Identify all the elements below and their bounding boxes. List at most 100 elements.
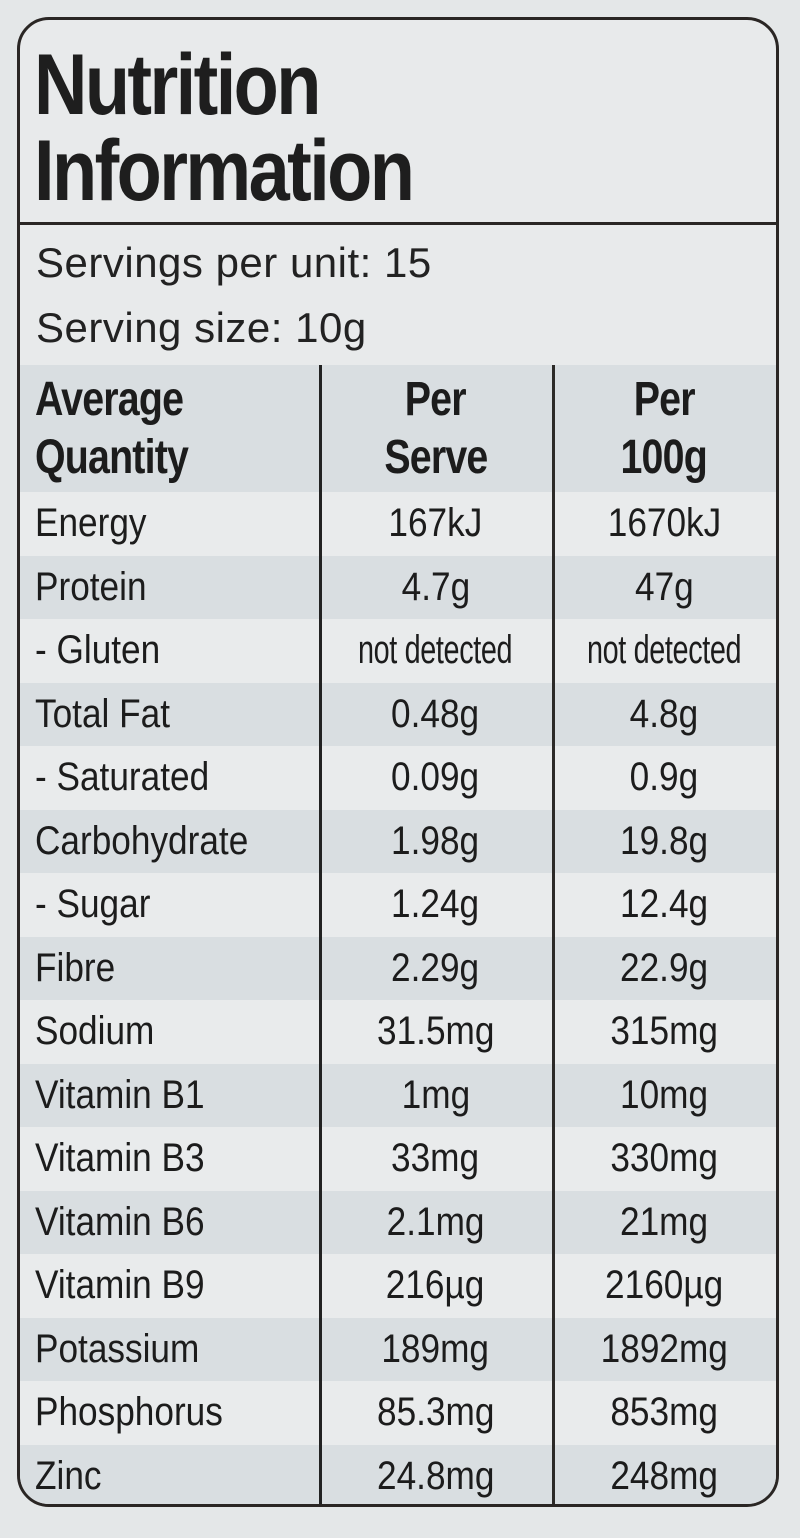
title-block: Nutrition Information bbox=[20, 20, 776, 225]
nutrient-name-text: Zinc bbox=[35, 1453, 102, 1498]
servings-per-unit: Servings per unit: 15 bbox=[36, 239, 432, 286]
per-100g-text: 853mg bbox=[610, 1390, 718, 1435]
serving-size: Serving size: 10g bbox=[36, 304, 367, 351]
nutrient-name-text: Vitamin B1 bbox=[35, 1072, 205, 1117]
per-100g-value: 330mg bbox=[552, 1127, 776, 1191]
header-per-100g: Per 100g bbox=[552, 365, 776, 492]
per-serve-value: 216µg bbox=[319, 1254, 552, 1318]
per-serve-value: 1.24g bbox=[319, 873, 552, 937]
nutrient-name: Fibre bbox=[20, 937, 319, 1001]
per-serve-value: 189mg bbox=[319, 1318, 552, 1382]
per-serve-text: 216µg bbox=[386, 1263, 485, 1308]
per-serve-value: 0.48g bbox=[319, 683, 552, 747]
nutrient-name: Carbohydrate bbox=[20, 810, 319, 874]
nutrition-information-panel: Nutrition Information Servings per unit:… bbox=[17, 17, 779, 1507]
nutrient-name: Vitamin B3 bbox=[20, 1127, 319, 1191]
table-row: Protein 4.7g 47g bbox=[20, 555, 776, 620]
per-serve-value: 0.09g bbox=[319, 746, 552, 810]
per-100g-text: 330mg bbox=[610, 1136, 718, 1181]
nutrient-name: Zinc bbox=[20, 1445, 319, 1505]
nutrient-name: Energy bbox=[20, 492, 319, 556]
header-text: Per bbox=[633, 372, 695, 426]
table-row: Vitamin B3 33mg 330mg bbox=[20, 1127, 776, 1191]
per-100g-text: 19.8g bbox=[619, 818, 709, 863]
table-row: Vitamin B1 1mg 10mg bbox=[20, 1063, 776, 1128]
per-serve-text: 0.09g bbox=[391, 755, 480, 800]
nutrient-name: Potassium bbox=[20, 1318, 319, 1382]
nutrient-name: - Saturated bbox=[20, 746, 319, 810]
per-100g-value: 21mg bbox=[552, 1191, 776, 1255]
per-100g-text: 21mg bbox=[619, 1199, 709, 1244]
nutrient-name-text: Energy bbox=[35, 501, 147, 546]
nutrient-name: - Gluten bbox=[20, 619, 319, 683]
nutrient-name: - Sugar bbox=[20, 873, 319, 937]
per-100g-value: 22.9g bbox=[552, 937, 776, 1001]
per-serve-value: 2.1mg bbox=[319, 1191, 552, 1255]
per-serve-value: 24.8mg bbox=[319, 1445, 552, 1505]
per-100g-text: 22.9g bbox=[619, 945, 709, 990]
nutrient-name-text: Carbohydrate bbox=[35, 818, 249, 863]
per-100g-text: 10mg bbox=[619, 1072, 709, 1117]
table-row: Vitamin B6 2.1mg 21mg bbox=[20, 1190, 776, 1255]
nutrient-name: Vitamin B9 bbox=[20, 1254, 319, 1318]
table-header-row: Average Quantity Per Serve Per 100g bbox=[20, 365, 776, 492]
table-row: Zinc 24.8mg 248mg bbox=[20, 1444, 776, 1505]
per-100g-value: 2160µg bbox=[552, 1254, 776, 1318]
table-row: Total Fat 0.48g 4.8g bbox=[20, 682, 776, 747]
nutrient-name-text: Vitamin B3 bbox=[35, 1136, 205, 1181]
nutrient-name: Vitamin B1 bbox=[20, 1064, 319, 1128]
header-text: Serve bbox=[383, 430, 488, 484]
per-serve-value: 167kJ bbox=[319, 492, 552, 556]
per-100g-value: 1892mg bbox=[552, 1318, 776, 1382]
nutrition-table: Average Quantity Per Serve Per 100g Ener… bbox=[20, 365, 776, 1505]
header-text: 100g bbox=[620, 430, 708, 484]
table-row: Fibre 2.29g 22.9g bbox=[20, 936, 776, 1001]
per-100g-value: not detected bbox=[552, 619, 776, 683]
per-serve-text: 0.48g bbox=[391, 691, 480, 736]
table-row: Phosphorus 85.3mg 853mg bbox=[20, 1381, 776, 1445]
per-serve-text: 2.29g bbox=[391, 945, 480, 990]
nutrient-name-text: - Sugar bbox=[35, 882, 151, 927]
per-serve-text: 24.8mg bbox=[376, 1453, 495, 1498]
nutrient-name-text: - Gluten bbox=[35, 628, 161, 673]
per-serve-text: 167kJ bbox=[388, 501, 483, 546]
per-100g-text: 2160µg bbox=[604, 1263, 724, 1308]
per-100g-text: 0.9g bbox=[629, 755, 699, 800]
per-100g-value: 10mg bbox=[552, 1064, 776, 1128]
table-row: - Sugar 1.24g 12.4g bbox=[20, 873, 776, 937]
nutrient-name: Protein bbox=[20, 556, 319, 620]
nutrient-name-text: Total Fat bbox=[35, 691, 170, 736]
nutrient-name-text: Vitamin B9 bbox=[35, 1263, 205, 1308]
nutrient-name-text: Phosphorus bbox=[35, 1390, 223, 1435]
nutrient-name-text: Protein bbox=[35, 564, 147, 609]
header-text: Per bbox=[404, 372, 467, 426]
per-serve-text: 189mg bbox=[381, 1326, 490, 1371]
header-text: Average bbox=[35, 372, 184, 426]
per-100g-text: not detected bbox=[586, 628, 742, 673]
per-100g-value: 0.9g bbox=[552, 746, 776, 810]
table-row: Potassium 189mg 1892mg bbox=[20, 1317, 776, 1382]
per-serve-text: 33mg bbox=[391, 1136, 480, 1181]
per-100g-text: 1670kJ bbox=[607, 501, 721, 546]
per-100g-text: 315mg bbox=[610, 1009, 718, 1054]
nutrient-name: Sodium bbox=[20, 1000, 319, 1064]
per-100g-value: 315mg bbox=[552, 1000, 776, 1064]
per-100g-text: 4.8g bbox=[629, 691, 699, 736]
per-serve-text: not detected bbox=[358, 628, 513, 673]
per-serve-value: 31.5mg bbox=[319, 1000, 552, 1064]
table-row: Vitamin B9 216µg 2160µg bbox=[20, 1254, 776, 1318]
per-serve-text: 1.24g bbox=[391, 882, 480, 927]
per-100g-value: 853mg bbox=[552, 1381, 776, 1445]
nutrient-name-text: Potassium bbox=[35, 1326, 200, 1371]
per-serve-text: 4.7g bbox=[401, 564, 470, 609]
per-100g-value: 19.8g bbox=[552, 810, 776, 874]
per-100g-text: 1892mg bbox=[600, 1326, 728, 1371]
per-100g-value: 4.8g bbox=[552, 683, 776, 747]
column-divider-2 bbox=[552, 365, 555, 1504]
table-row: - Saturated 0.09g 0.9g bbox=[20, 746, 776, 810]
nutrient-name-text: Vitamin B6 bbox=[35, 1199, 205, 1244]
per-100g-text: 47g bbox=[634, 564, 694, 609]
per-100g-value: 248mg bbox=[552, 1445, 776, 1505]
per-serve-text: 1mg bbox=[401, 1072, 470, 1117]
header-average-quantity: Average Quantity bbox=[20, 365, 319, 492]
